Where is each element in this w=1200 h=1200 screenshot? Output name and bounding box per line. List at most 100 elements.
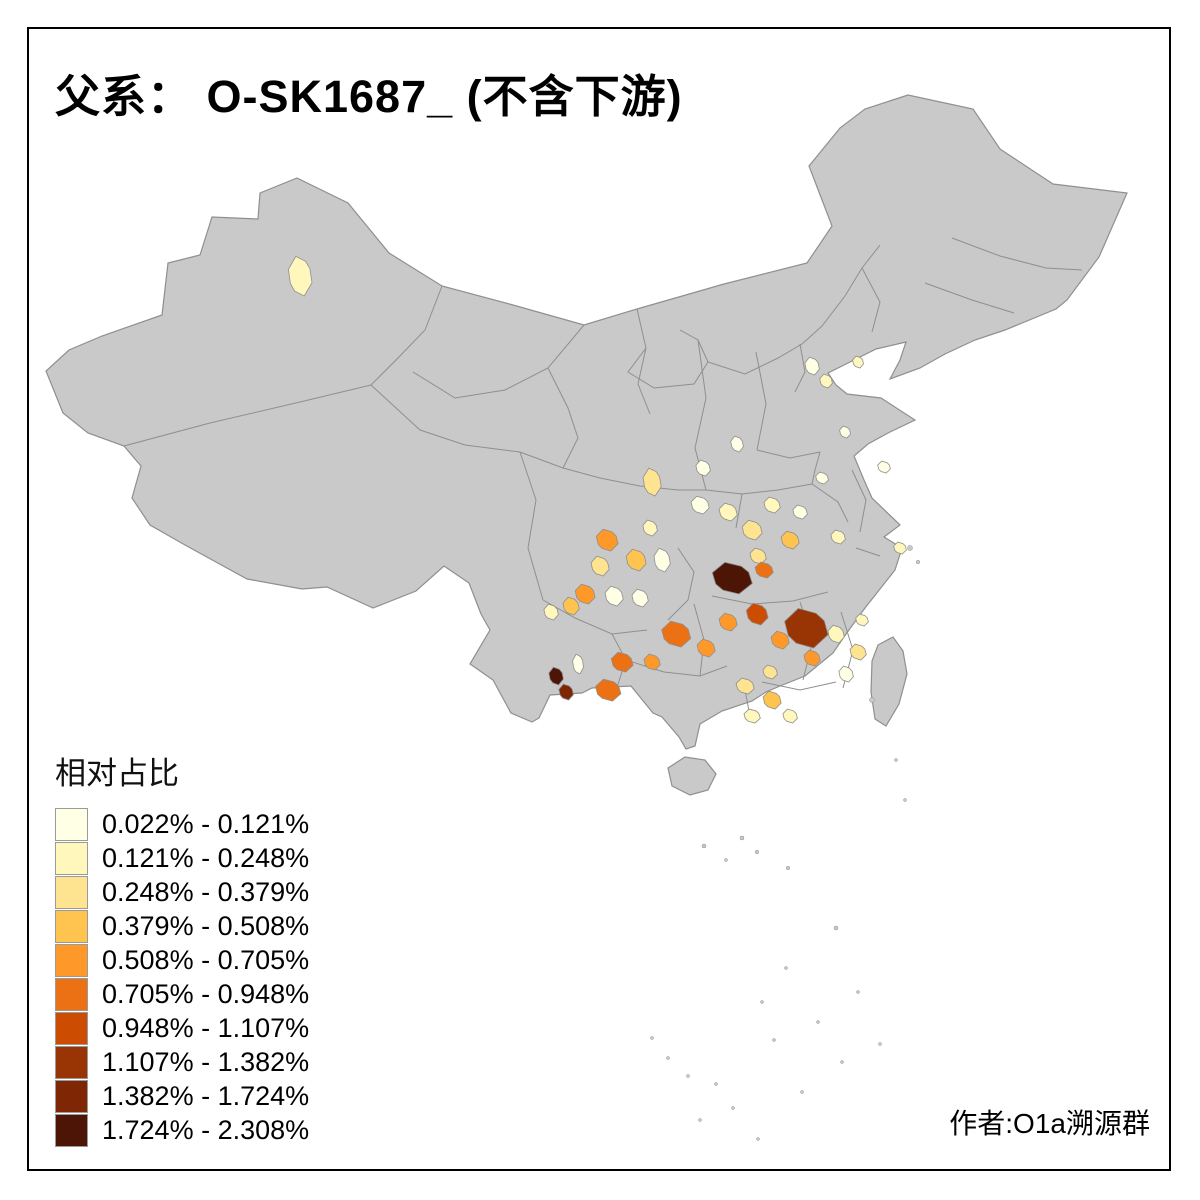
boundary-line [705, 483, 813, 495]
islet [878, 1042, 882, 1046]
boundary-line [851, 469, 867, 533]
map-region [695, 459, 711, 477]
taiwan-island [870, 636, 908, 727]
map-region [839, 425, 851, 439]
islet [739, 835, 745, 841]
legend-title: 相对占比 [55, 756, 179, 791]
legend-items: 0.022% - 0.121% 0.121% - 0.248% 0.248% - 0… [55, 807, 309, 1147]
boundary-line [547, 367, 579, 469]
islet [756, 1137, 760, 1141]
legend-swatch [55, 1045, 88, 1079]
map-region [543, 603, 559, 621]
china-mainland-shape [45, 94, 1128, 750]
map-region [780, 530, 800, 550]
map-region [762, 690, 782, 710]
boundary-line [542, 599, 648, 635]
islet [650, 1036, 654, 1040]
map-region [696, 638, 716, 658]
map-region [782, 708, 798, 724]
legend-row: 1.724% - 2.308% [55, 1113, 309, 1147]
boundary-line [794, 343, 806, 393]
map-region [690, 495, 710, 515]
coastal-island [903, 798, 907, 802]
islet [686, 1074, 690, 1078]
islet [772, 1038, 776, 1042]
map-region [770, 630, 790, 650]
map-region [893, 541, 907, 555]
boundary-line [625, 659, 728, 677]
boundary-line [761, 681, 837, 691]
islet [856, 990, 860, 994]
boundary-line [562, 467, 706, 491]
map-region [830, 529, 846, 545]
coastal-island [907, 545, 913, 551]
map-region [572, 653, 584, 675]
islet [724, 858, 728, 862]
map-region [574, 583, 596, 605]
map-region [852, 355, 864, 369]
boundary-line [951, 237, 1083, 271]
legend-swatch [55, 875, 88, 909]
map-region [642, 467, 662, 497]
map-region [749, 547, 767, 565]
islet [785, 865, 791, 871]
map-region [730, 435, 744, 453]
legend-swatch [55, 1011, 88, 1045]
boundary-line [924, 282, 1015, 314]
map-region [763, 496, 781, 514]
map-region [711, 561, 753, 595]
map-region [741, 519, 763, 541]
map-region [735, 677, 755, 695]
legend-label: 0.121% - 0.248% [102, 843, 310, 873]
boundary-line [123, 384, 372, 447]
map-region [819, 373, 833, 389]
boundary-line [756, 449, 821, 459]
map-region [784, 607, 829, 649]
map-region [610, 651, 634, 673]
boundary-line [811, 451, 821, 485]
legend-swatch [55, 1113, 88, 1147]
map-region [595, 678, 622, 702]
map-region [631, 588, 649, 608]
map-region [548, 666, 564, 686]
map-region [643, 653, 661, 671]
islet [701, 843, 707, 849]
legend-row: 0.508% - 0.705% [55, 943, 309, 977]
boundary-line [707, 244, 881, 375]
boundary-line [861, 267, 881, 333]
map-region [653, 547, 671, 573]
islet [833, 925, 839, 931]
map-region [625, 548, 647, 572]
boundary-line [735, 493, 743, 529]
boundary-line [627, 308, 709, 389]
map-region [718, 612, 738, 632]
legend-row: 1.107% - 1.382% [55, 1045, 309, 1079]
islet [666, 1056, 670, 1060]
boundary-line [667, 547, 695, 621]
legend-row: 0.121% - 0.248% [55, 841, 309, 875]
islet [698, 1118, 702, 1122]
map-region [827, 624, 845, 644]
coastal-island [894, 758, 898, 762]
map-region [642, 519, 658, 537]
boundary-line [637, 347, 651, 415]
boundary-line [755, 351, 767, 451]
boundary-line [855, 547, 881, 557]
islet [800, 1090, 804, 1094]
boundary-line [811, 483, 849, 523]
legend-row: 1.382% - 1.724% [55, 1079, 309, 1113]
coastal-island [869, 697, 875, 703]
legend-label: 1.724% - 2.308% [102, 1115, 310, 1145]
map-region [287, 255, 313, 297]
islet [760, 1000, 764, 1004]
legend-label: 0.248% - 0.379% [102, 877, 310, 907]
islet [816, 1020, 820, 1024]
legend-row: 0.022% - 0.121% [55, 807, 309, 841]
hainan-island [667, 756, 717, 796]
map-region [590, 555, 610, 577]
boundary-line [412, 324, 585, 399]
map-region [855, 613, 869, 627]
map-region [792, 504, 808, 520]
legend-swatch [55, 807, 88, 841]
